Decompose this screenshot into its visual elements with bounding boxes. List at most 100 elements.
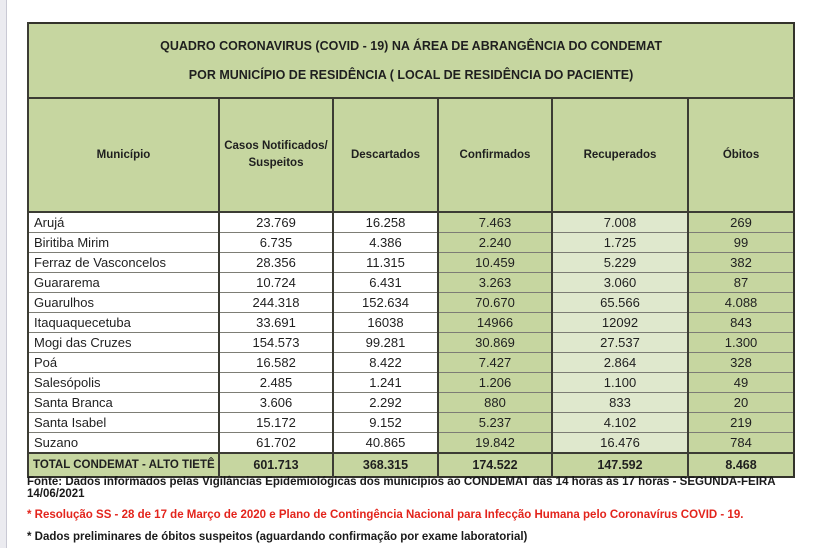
casos-value-cell: 3.606 [218,392,333,413]
municipality-name-cell: Itaquaquecetuba [27,312,219,333]
casos-value-cell: 23.769 [218,211,333,233]
column-header-descartados: Descartados [332,97,438,213]
obitos-value-cell: 20 [686,392,795,413]
table-row: Ferraz de Vasconcelos 28.356 11.315 10.459 5… [27,252,795,273]
recuperados-value-cell: 4.102 [551,412,688,433]
table-title-row: QUADRO CORONAVIRUS (COVID - 19) NA ÁREA … [26,22,795,99]
recuperados-value-cell: 1.100 [551,372,688,393]
confirmados-value-cell: 3.263 [437,272,552,293]
covid-condemat-table: QUADRO CORONAVIRUS (COVID - 19) NA ÁREA … [26,22,796,478]
footnotes: Fonte: Dados informados pelas Vigilância… [27,476,807,553]
casos-value-cell: 244.318 [218,292,333,313]
obitos-value-cell: 99 [686,232,795,253]
total-recuperados: 147.592 [551,452,688,477]
confirmados-value-cell: 5.237 [437,412,552,433]
footnote-source: Fonte: Dados informados pelas Vigilância… [27,476,776,500]
recuperados-value-cell: 7.008 [551,211,688,233]
table-row: Itaquaquecetuba 33.691 16038 14966 12092 843 [27,312,795,333]
confirmados-value-cell: 10.459 [437,252,552,273]
recuperados-value-cell: 27.537 [551,332,688,353]
confirmados-value-cell: 7.427 [437,352,552,373]
obitos-value-cell: 784 [686,432,795,453]
descartados-value-cell: 1.241 [332,372,438,393]
table-row: Poá 16.582 8.422 7.427 2.864 328 [27,352,795,373]
total-obitos: 8.468 [686,452,795,477]
casos-value-cell: 16.582 [218,352,333,373]
total-confirmados: 174.522 [437,452,552,477]
descartados-value-cell: 11.315 [332,252,438,273]
confirmados-value-cell: 19.842 [437,432,552,453]
column-header-confirmados: Confirmados [437,97,552,213]
recuperados-value-cell: 12092 [551,312,688,333]
table-title: QUADRO CORONAVIRUS (COVID - 19) NA ÁREA … [26,22,795,99]
obitos-value-cell: 219 [686,412,795,433]
recuperados-value-cell: 833 [551,392,688,413]
table-row: Suzano 61.702 40.865 19.842 16.476 784 [27,432,795,453]
casos-value-cell: 33.691 [218,312,333,333]
recuperados-value-cell: 65.566 [551,292,688,313]
municipality-name-cell: Guarulhos [27,292,219,313]
confirmados-value-cell: 1.206 [437,372,552,393]
total-descartados: 368.315 [332,452,438,477]
descartados-value-cell: 99.281 [332,332,438,353]
column-header-municipio: Município [27,97,219,213]
table-title-line2: POR MUNICÍPIO DE RESIDÊNCIA ( LOCAL DE R… [188,67,634,82]
descartados-value-cell: 4.386 [332,232,438,253]
descartados-value-cell: 6.431 [332,272,438,293]
table-total-row: TOTAL CONDEMAT - ALTO TIETÊ 601.713 368.… [27,452,795,477]
obitos-value-cell: 328 [686,352,795,373]
municipality-name-cell: Arujá [27,211,219,233]
descartados-value-cell: 9.152 [332,412,438,433]
descartados-value-cell: 16.258 [332,211,438,233]
casos-value-cell: 10.724 [218,272,333,293]
descartados-value-cell: 8.422 [332,352,438,373]
recuperados-value-cell: 1.725 [551,232,688,253]
municipality-name-cell: Poá [27,352,219,373]
table-row: Salesópolis 2.485 1.241 1.206 1.100 49 [27,372,795,393]
obitos-value-cell: 382 [686,252,795,273]
table-title-line1: QUADRO CORONAVIRUS (COVID - 19) NA ÁREA … [160,38,662,53]
casos-value-cell: 6.735 [218,232,333,253]
confirmados-value-cell: 70.670 [437,292,552,313]
casos-value-cell: 15.172 [218,412,333,433]
confirmados-value-cell: 7.463 [437,211,552,233]
municipality-name-cell: Santa Branca [27,392,219,413]
confirmados-value-cell: 880 [437,392,552,413]
column-header-casos-notificados: Casos Notificados/ Suspeitos [218,97,333,213]
confirmados-value-cell: 30.869 [437,332,552,353]
descartados-value-cell: 16038 [332,312,438,333]
obitos-value-cell: 269 [686,211,795,233]
descartados-value-cell: 40.865 [332,432,438,453]
obitos-value-cell: 843 [686,312,795,333]
recuperados-value-cell: 5.229 [551,252,688,273]
table-row: Arujá 23.769 16.258 7.463 7.008 269 [27,211,795,233]
table-row: Guarulhos 244.318 152.634 70.670 65.566 4.088 [27,292,795,313]
obitos-value-cell: 1.300 [686,332,795,353]
recuperados-value-cell: 16.476 [551,432,688,453]
confirmados-value-cell: 14966 [437,312,552,333]
recuperados-value-cell: 3.060 [551,272,688,293]
municipality-name-cell: Biritiba Mirim [27,232,219,253]
descartados-value-cell: 152.634 [332,292,438,313]
table-row: Santa Branca 3.606 2.292 880 833 20 [27,392,795,413]
footnote-resolution: * Resolução SS - 28 de 17 de Março de 20… [27,509,744,521]
municipality-name-cell: Ferraz de Vasconcelos [27,252,219,273]
obitos-value-cell: 87 [686,272,795,293]
table-header-row: Município Casos Notificados/ Suspeitos D… [27,97,795,213]
municipality-name-cell: Santa Isabel [27,412,219,433]
table-row: Mogi das Cruzes 154.573 99.281 30.869 27.537… [27,332,795,353]
total-label: TOTAL CONDEMAT - ALTO TIETÊ [27,452,219,477]
obitos-value-cell: 49 [686,372,795,393]
recuperados-value-cell: 2.864 [551,352,688,373]
page-edge-strip [0,0,7,548]
casos-value-cell: 154.573 [218,332,333,353]
table-row: Biritiba Mirim 6.735 4.386 2.240 1.725 99 [27,232,795,253]
table-row: Santa Isabel 15.172 9.152 5.237 4.102 219 [27,412,795,433]
casos-value-cell: 28.356 [218,252,333,273]
descartados-value-cell: 2.292 [332,392,438,413]
municipality-name-cell: Suzano [27,432,219,453]
table-row: Guararema 10.724 6.431 3.263 3.060 87 [27,272,795,293]
municipality-name-cell: Salesópolis [27,372,219,393]
municipality-name-cell: Guararema [27,272,219,293]
column-header-recuperados: Recuperados [551,97,688,213]
